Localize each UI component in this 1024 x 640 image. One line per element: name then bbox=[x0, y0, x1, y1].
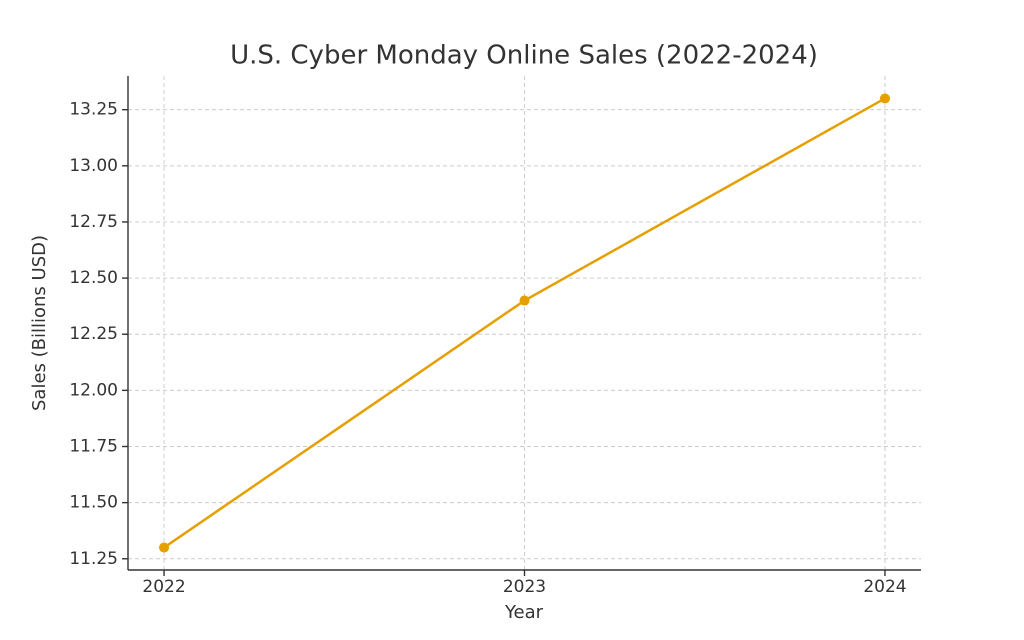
y-tick-label: 13.00 bbox=[69, 156, 118, 176]
x-axis-label: Year bbox=[504, 602, 544, 623]
point bbox=[159, 542, 170, 553]
x-tick-label: 2023 bbox=[503, 577, 546, 597]
chart-title: U.S. Cyber Monday Online Sales (2022-202… bbox=[230, 41, 818, 71]
y-tick-label: 12.00 bbox=[69, 380, 118, 400]
y-tick-label: 12.75 bbox=[69, 212, 118, 232]
y-tick-label: 11.75 bbox=[69, 437, 118, 457]
y-tick-label: 11.25 bbox=[69, 549, 118, 569]
x-tick-label: 2024 bbox=[863, 577, 906, 597]
y-tick-label: 12.50 bbox=[69, 268, 118, 288]
point bbox=[879, 93, 890, 104]
y-tick-label: 12.25 bbox=[69, 324, 118, 344]
x-tick-label: 2022 bbox=[142, 577, 185, 597]
y-axis-label: Sales (Billions USD) bbox=[29, 235, 50, 411]
y-tick-label: 11.50 bbox=[69, 493, 118, 513]
point bbox=[519, 295, 530, 306]
y-tick-label: 13.25 bbox=[69, 100, 118, 120]
